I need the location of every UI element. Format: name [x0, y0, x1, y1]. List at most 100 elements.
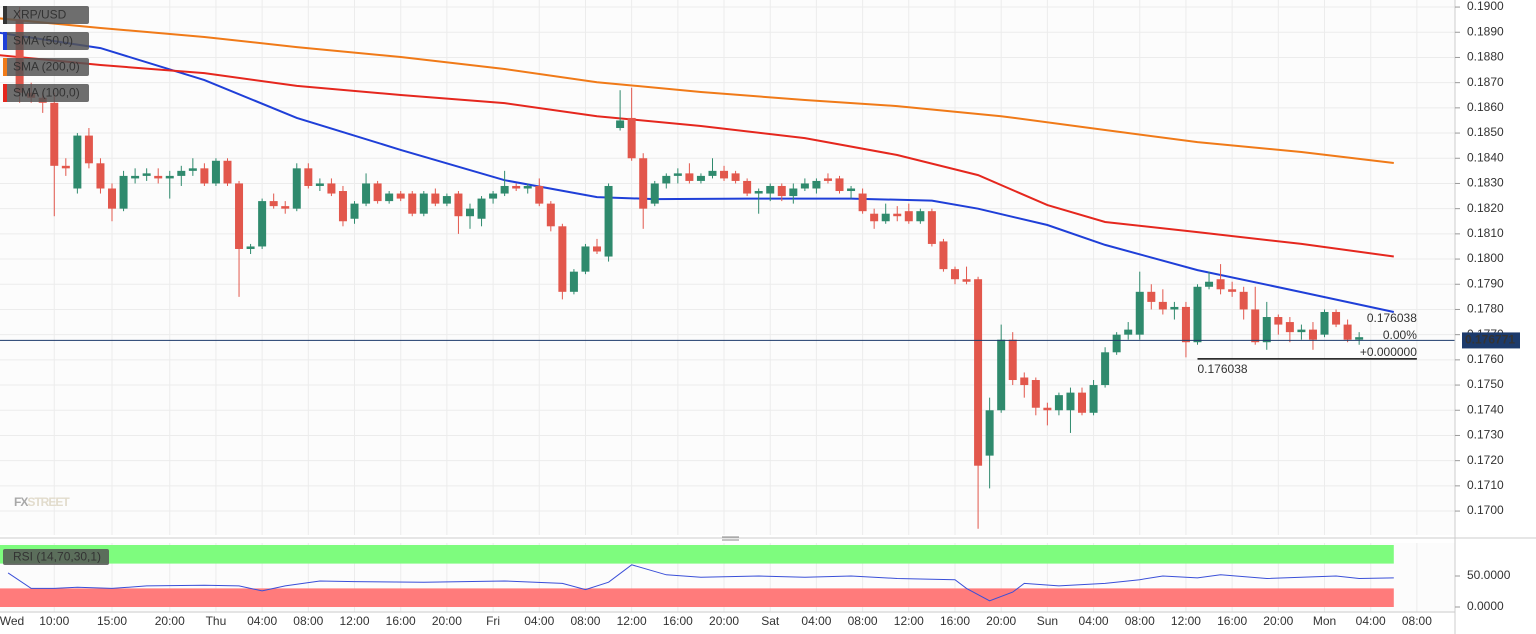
x-tick-label: 20:00 [432, 614, 462, 628]
x-tick-label: 20:00 [1263, 614, 1293, 628]
candle-body [315, 183, 324, 186]
candle-body [858, 193, 867, 212]
x-tick-label: 04:00 [801, 614, 831, 628]
candle-body [1332, 311, 1341, 325]
candle-body [1089, 385, 1098, 413]
candle-body [408, 193, 417, 214]
y-tick-label: 0.1700 [1467, 503, 1504, 517]
candle-body [777, 185, 786, 197]
candle-body [84, 135, 93, 164]
candle-body [604, 185, 613, 257]
candle-body [246, 246, 255, 249]
y-tick-label: 0.1880 [1467, 50, 1504, 64]
y-tick-label: 0.1750 [1467, 377, 1504, 391]
legend-label: XRP/USD [13, 8, 67, 22]
candle-body [235, 183, 244, 249]
candle-body [188, 168, 197, 171]
oversold-band [0, 588, 1394, 607]
candle-body [327, 183, 336, 194]
overbought-band [0, 545, 1394, 564]
candle-body [258, 201, 267, 247]
x-tick-label: Sat [761, 614, 780, 628]
x-tick-label: 20:00 [709, 614, 739, 628]
y-tick-label: 0.1850 [1467, 125, 1504, 139]
candle-body [639, 158, 648, 209]
x-tick-label: Fri [486, 614, 500, 628]
candle-body [1124, 329, 1133, 335]
x-tick-label: 12:00 [617, 614, 647, 628]
watermark: FXSTREET [14, 495, 70, 509]
y-tick-label: 0.1730 [1467, 428, 1504, 442]
candle-body [431, 193, 440, 204]
candle-body [350, 203, 359, 219]
candle-body [696, 175, 705, 181]
candle-body [581, 246, 590, 272]
fib-start-price: 0.176038 [1197, 362, 1247, 376]
x-tick-label: Wed [0, 614, 24, 628]
candle-body [269, 201, 278, 207]
candle-body [731, 173, 740, 181]
candle-body [142, 173, 151, 176]
legend-label: SMA (100,0) [13, 86, 80, 100]
y-tick-label: 0.1780 [1467, 302, 1504, 316]
candle-body [1101, 352, 1110, 386]
candle-body [546, 203, 555, 227]
candle-body [500, 185, 509, 194]
candle-body [997, 339, 1006, 411]
candle-body [927, 211, 936, 244]
candle-body [165, 175, 174, 179]
sma-line [0, 31, 1395, 313]
candle-body [1020, 377, 1029, 386]
sma-line [0, 17, 1394, 164]
y-tick-label: 0.1800 [1467, 251, 1504, 265]
candle-body [1193, 286, 1202, 343]
candle-body [304, 168, 313, 186]
candle-body [1262, 317, 1271, 343]
candle-body [870, 213, 879, 222]
legend-box [3, 58, 89, 76]
candle-body [465, 208, 474, 217]
candle-body [489, 193, 498, 199]
x-tick-label: 08:00 [1125, 614, 1155, 628]
candle-body [61, 165, 70, 169]
x-tick-label: Thu [206, 614, 227, 628]
x-tick-label: Sun [1037, 614, 1058, 628]
x-tick-label: 08:00 [848, 614, 878, 628]
rsi-label-box [3, 549, 109, 565]
candle-body [477, 198, 486, 219]
candle-body [15, 19, 24, 93]
candle-body [73, 135, 82, 189]
candle-body [916, 211, 925, 222]
x-tick-label: 08:00 [570, 614, 600, 628]
x-tick-label: 16:00 [386, 614, 416, 628]
x-tick-label: 12:00 [894, 614, 924, 628]
y-tick-label: 0.1820 [1467, 201, 1504, 215]
candle-body [766, 185, 775, 194]
candle-body [754, 191, 763, 194]
candle-body [385, 193, 394, 202]
resize-handle[interactable] [722, 536, 739, 541]
legend-label: SMA (50,0) [13, 34, 73, 48]
rsi-line [7, 564, 1394, 602]
candle-body [627, 117, 636, 159]
y-tick-label: 50.0000 [1467, 568, 1511, 582]
candle-body [50, 102, 59, 166]
candle-body [1112, 334, 1121, 353]
candle-body [362, 183, 371, 204]
watermark-part: STREET [27, 495, 70, 509]
candle-body [1355, 337, 1364, 340]
candle-body [373, 183, 382, 202]
rsi-bands [0, 545, 1394, 607]
legend-marker [3, 6, 7, 24]
x-tick-label: 04:00 [247, 614, 277, 628]
y-tick-label: 0.1740 [1467, 402, 1504, 416]
x-tick-label: 12:00 [339, 614, 369, 628]
x-tick-label: 04:00 [524, 614, 554, 628]
y-tick-label: 0.1710 [1467, 478, 1504, 492]
y-tick-label: 0.1870 [1467, 75, 1504, 89]
x-tick-label: 15:00 [97, 614, 127, 628]
candle-body [662, 175, 671, 184]
candle-body [616, 120, 625, 129]
candle-body [1274, 317, 1283, 325]
